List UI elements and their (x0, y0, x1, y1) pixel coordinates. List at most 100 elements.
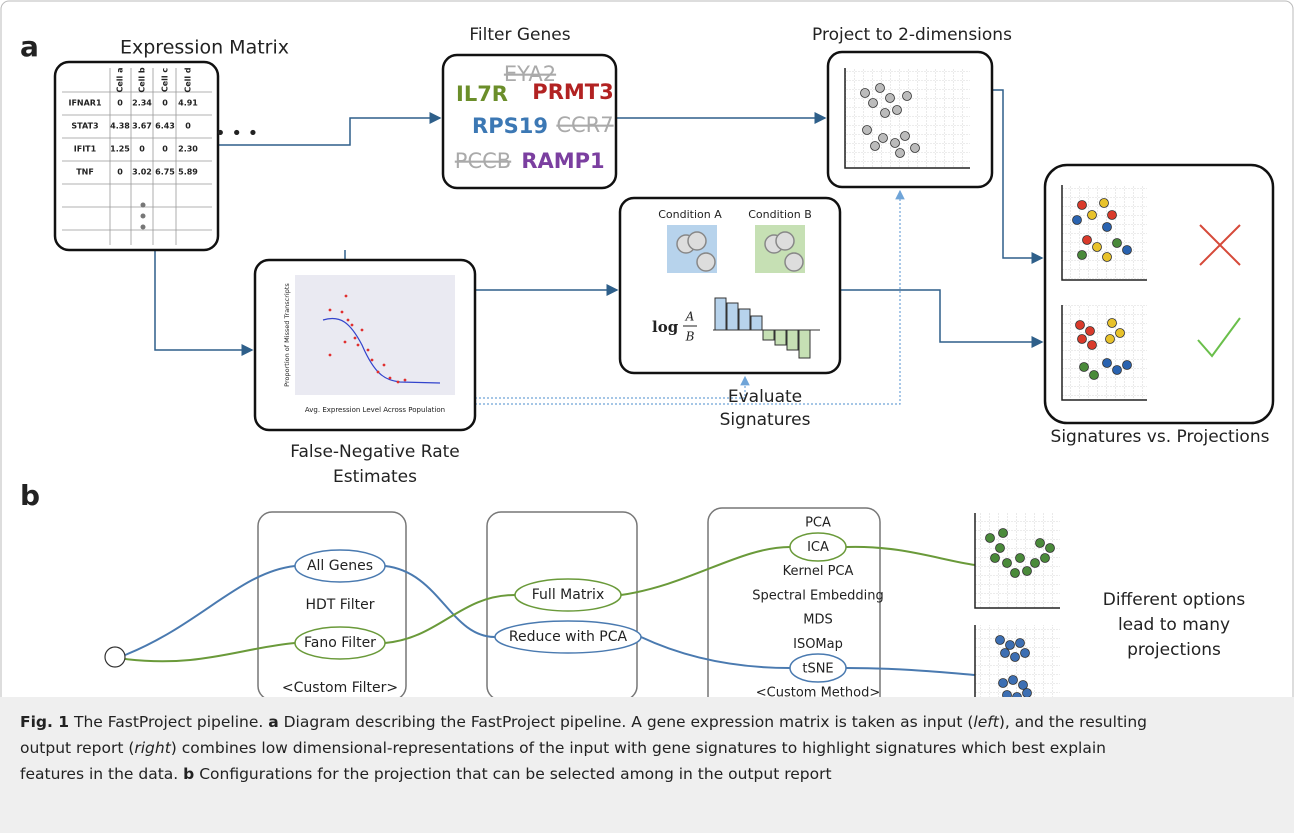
point (1086, 327, 1095, 336)
caption-text: Diagram describing the FastProject pipel… (279, 713, 974, 731)
point (1011, 569, 1020, 578)
axis-label: Proportion of Missed Transcripts (283, 283, 291, 387)
point (351, 324, 354, 327)
point (863, 126, 872, 135)
point (999, 679, 1008, 688)
point (1016, 554, 1025, 563)
panel-ref: a (268, 713, 278, 731)
result-title: Signatures vs. Projections (1051, 427, 1270, 447)
filter-title: Filter Genes (469, 25, 570, 45)
cell: 0 (139, 145, 145, 154)
point (893, 106, 902, 115)
row-label: IFNAR1 (68, 99, 101, 108)
point (1078, 251, 1087, 260)
point (367, 349, 370, 352)
fig-label: Fig. 1 (20, 713, 69, 731)
point (361, 329, 364, 332)
point (354, 337, 357, 340)
panel-label: a (20, 30, 39, 63)
point (1046, 544, 1055, 553)
point (345, 295, 348, 298)
matrix-option: Reduce with PCA (509, 629, 628, 645)
method-option: PCA (805, 516, 831, 531)
evaluate-title: Evaluate (728, 387, 802, 407)
plot-grid (1062, 305, 1147, 400)
point (329, 309, 332, 312)
point (876, 84, 885, 93)
scatter-thumbnail (845, 68, 970, 168)
column-header: Cell d (184, 67, 193, 93)
point (1083, 236, 1092, 245)
fnr-title: Estimates (333, 467, 417, 487)
project-title: Project to 2-dimensions (812, 25, 1012, 45)
point (999, 529, 1008, 538)
point (1123, 361, 1132, 370)
condition: Condition A (658, 208, 722, 221)
point (1103, 359, 1112, 368)
point (1108, 319, 1117, 328)
point (377, 371, 380, 374)
caption-line: output report (right) combines low dimen… (0, 735, 1294, 761)
caption: Fig. 1 The FastProject pipeline. a Diagr… (0, 697, 1294, 833)
cell: 3.67 (132, 122, 152, 131)
evaluate-title: Signatures (720, 410, 811, 430)
figure: a Expression Matrix Cell aCell bCell cCe… (0, 0, 1294, 837)
log: log (652, 318, 679, 336)
cell: 0 (117, 168, 123, 177)
caption-text: left (973, 713, 998, 731)
point (1113, 366, 1122, 375)
point (1073, 216, 1082, 225)
point (869, 99, 878, 108)
fnr-title: False-Negative Rate (290, 442, 460, 462)
point (861, 89, 870, 98)
method-option: Spectral Embedding (752, 588, 884, 603)
gene: RAMP1 (521, 149, 604, 173)
filter-option: <Custom Filter> (282, 680, 398, 696)
gene: RPS19 (472, 114, 548, 138)
projection-thumbnails (975, 513, 1060, 697)
point (1123, 246, 1132, 255)
point (1108, 211, 1117, 220)
point (404, 379, 407, 382)
point (1001, 649, 1010, 658)
point (891, 139, 900, 148)
point (881, 109, 890, 118)
point (1113, 239, 1122, 248)
gene: IL7R (456, 82, 508, 106)
column-header: Cell c (161, 68, 170, 93)
point (329, 354, 332, 357)
point (1093, 243, 1102, 252)
point (1003, 559, 1012, 568)
point (1031, 559, 1040, 568)
caption-text: The FastProject pipeline. (69, 713, 268, 731)
point (1116, 329, 1125, 338)
point (347, 319, 350, 322)
point (357, 344, 360, 347)
row-label: STAT3 (71, 122, 98, 131)
point (1106, 335, 1115, 344)
method-option: Kernel PCA (783, 564, 854, 579)
point (344, 341, 347, 344)
column-header: Cell a (116, 68, 125, 93)
point (1023, 567, 1032, 576)
method-option: <Custom Method> (756, 686, 880, 697)
cell: 0 (185, 122, 191, 131)
ellipsis: • • • (215, 123, 258, 144)
point (896, 149, 905, 158)
cell: 3.02 (132, 168, 152, 177)
diagram: a Expression Matrix Cell aCell bCell cCe… (0, 0, 1294, 697)
cell: 5.89 (178, 168, 198, 177)
point (1006, 641, 1015, 650)
method-option: ICA (807, 540, 829, 555)
point (1090, 371, 1099, 380)
cell: 2.34 (132, 99, 152, 108)
point (371, 359, 374, 362)
matrix-title: Expression Matrix (120, 37, 289, 59)
point (1036, 539, 1045, 548)
point (341, 311, 344, 314)
note: Different options (1103, 590, 1246, 610)
point (1103, 253, 1112, 262)
point (1019, 681, 1028, 690)
cell: 0 (162, 99, 168, 108)
point (389, 377, 392, 380)
